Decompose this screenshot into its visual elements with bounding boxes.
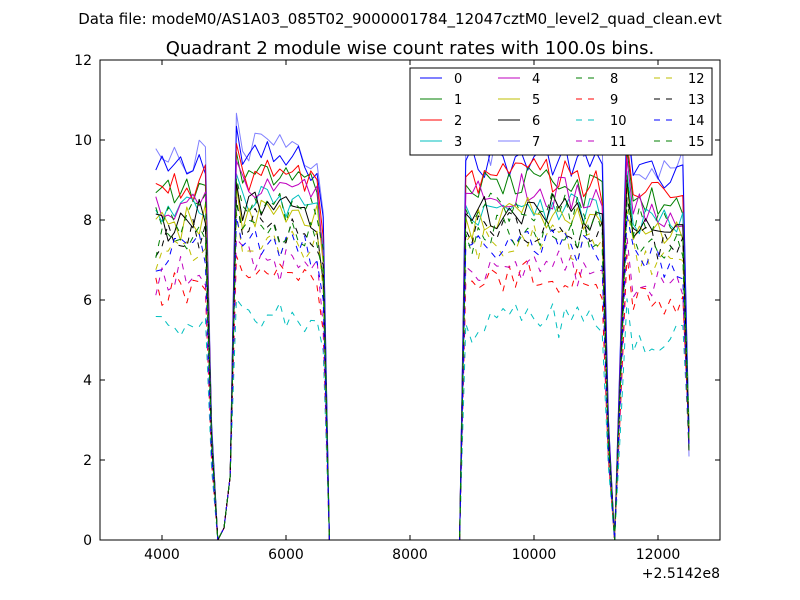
chart-title: Quadrant 2 module wise count rates with … xyxy=(166,38,655,59)
suptitle: Data file: modeM0/AS1A03_085T02_90000017… xyxy=(78,10,722,29)
legend-label-2: 2 xyxy=(454,114,462,129)
legend-label-11: 11 xyxy=(610,135,627,150)
legend-box xyxy=(409,67,713,156)
plot-frame xyxy=(99,59,721,541)
legend-label-15: 15 xyxy=(688,135,705,150)
x-offset-label: +2.5142e8 xyxy=(642,566,720,582)
legend-label-14: 14 xyxy=(688,114,705,129)
series-line-11 xyxy=(155,236,690,541)
y-tick-label: 12 xyxy=(74,53,92,69)
legend-label-4: 4 xyxy=(532,72,540,87)
legend-label-13: 13 xyxy=(688,93,705,108)
y-tick-label: 10 xyxy=(74,133,92,149)
legend-label-3: 3 xyxy=(454,135,462,150)
y-tick-label: 0 xyxy=(83,533,92,549)
x-tick-label: 6000 xyxy=(268,547,304,563)
x-tick-label: 8000 xyxy=(392,547,428,563)
y-tick-label: 2 xyxy=(83,453,92,469)
legend-label-0: 0 xyxy=(454,72,462,87)
legend-label-1: 1 xyxy=(454,93,462,108)
legend-label-9: 9 xyxy=(610,93,618,108)
legend-label-10: 10 xyxy=(610,114,627,129)
y-tick-label: 8 xyxy=(83,213,92,229)
legend-label-8: 8 xyxy=(610,72,618,87)
legend-label-5: 5 xyxy=(532,93,540,108)
legend-label-12: 12 xyxy=(688,72,705,87)
x-tick-label: 12000 xyxy=(636,547,681,563)
legend-label-6: 6 xyxy=(532,114,540,129)
y-tick-label: 6 xyxy=(83,293,92,309)
x-tick-label: 10000 xyxy=(512,547,557,563)
series-line-15 xyxy=(155,201,690,541)
x-tick-label: 4000 xyxy=(144,547,180,563)
series-line-12 xyxy=(155,210,690,541)
legend-label-7: 7 xyxy=(532,135,540,150)
y-tick-label: 4 xyxy=(83,373,92,389)
